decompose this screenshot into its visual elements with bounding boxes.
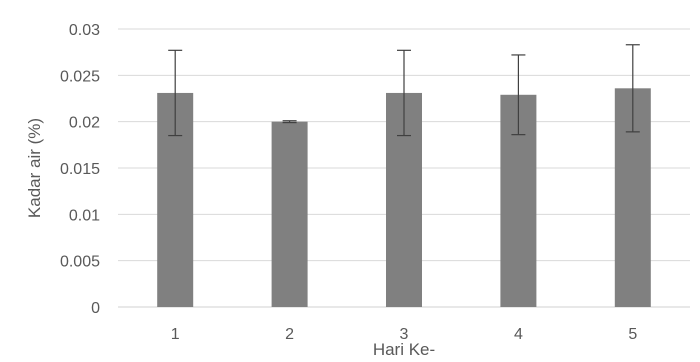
error-bar bbox=[168, 49, 183, 137]
y-axis-title: Kadar air (%) bbox=[25, 118, 44, 218]
x-tick-label: 4 bbox=[514, 326, 523, 343]
bars bbox=[157, 88, 651, 308]
y-tick-label: 0.005 bbox=[60, 254, 100, 271]
x-tick-label: 5 bbox=[628, 326, 637, 343]
y-tick-label: 0.025 bbox=[60, 68, 100, 85]
error-bars bbox=[168, 44, 640, 137]
error-bar bbox=[625, 44, 640, 133]
y-tick-label: 0 bbox=[91, 300, 100, 317]
error-bar bbox=[282, 120, 297, 124]
x-tick-label: 1 bbox=[171, 326, 180, 343]
x-tick-label: 3 bbox=[400, 326, 409, 343]
x-tick-label: 2 bbox=[285, 326, 294, 343]
x-axis-title: Hari Ke- bbox=[373, 340, 435, 359]
x-tick-labels: 1 2 3 4 5 bbox=[171, 326, 638, 343]
y-tick-labels: 0 0.005 0.01 0.015 0.02 0.025 0.03 bbox=[60, 22, 100, 317]
bar bbox=[271, 121, 308, 308]
error-bar bbox=[397, 49, 411, 137]
y-tick-label: 0.01 bbox=[69, 207, 100, 224]
y-tick-label: 0.015 bbox=[60, 161, 100, 178]
y-tick-label: 0.03 bbox=[69, 22, 100, 39]
y-tick-label: 0.02 bbox=[69, 115, 100, 132]
error-bar bbox=[511, 54, 526, 136]
